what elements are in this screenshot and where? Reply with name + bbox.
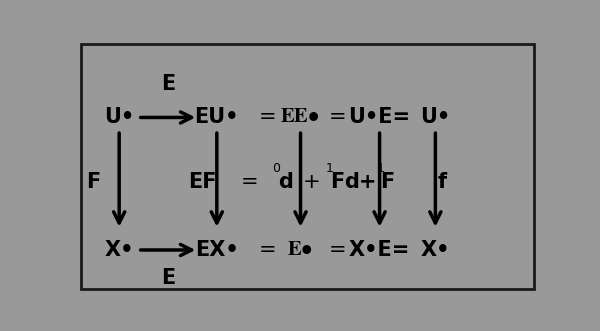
- Text: d+: d+: [344, 172, 376, 192]
- Text: =: =: [259, 108, 277, 127]
- Text: 1: 1: [325, 162, 333, 175]
- Text: U•: U•: [420, 108, 451, 127]
- Text: E•: E•: [288, 241, 313, 259]
- Text: X•: X•: [421, 240, 450, 260]
- Text: EE•: EE•: [281, 109, 320, 126]
- Text: X•E=: X•E=: [349, 240, 410, 260]
- Text: E: E: [161, 268, 175, 288]
- Text: U•E=: U•E=: [349, 108, 410, 127]
- Text: =: =: [241, 172, 258, 192]
- Text: d: d: [278, 172, 293, 192]
- Text: U•: U•: [104, 108, 134, 127]
- Text: =: =: [259, 240, 277, 260]
- Text: EF: EF: [188, 172, 217, 192]
- Text: =: =: [329, 108, 347, 127]
- Text: f: f: [438, 172, 447, 192]
- Text: EU•: EU•: [194, 108, 239, 127]
- Text: =: =: [329, 240, 347, 260]
- Text: E: E: [161, 74, 175, 94]
- Text: F: F: [380, 172, 395, 192]
- Text: 1: 1: [377, 162, 385, 175]
- Text: F: F: [329, 172, 344, 192]
- Text: +: +: [302, 172, 320, 192]
- Text: X•: X•: [104, 240, 134, 260]
- Text: EX•: EX•: [195, 240, 239, 260]
- Text: F: F: [86, 172, 101, 192]
- Text: 0: 0: [272, 162, 280, 175]
